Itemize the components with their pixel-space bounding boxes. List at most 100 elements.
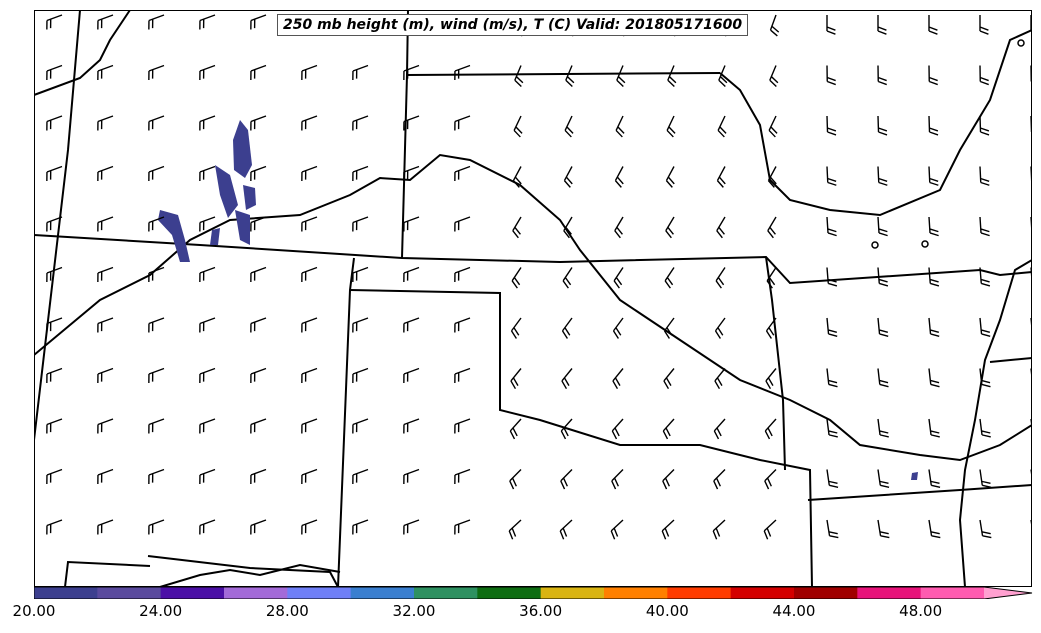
colorbar-segment	[604, 587, 668, 599]
wind-barb	[352, 266, 369, 282]
wind-barb	[826, 15, 836, 35]
wind-barb	[301, 216, 318, 232]
wind-barb	[403, 468, 420, 484]
wind-barb	[46, 266, 63, 282]
wind-barb	[826, 368, 838, 388]
wind-barb	[403, 165, 420, 181]
map-panel	[34, 10, 1032, 587]
wind-barb	[713, 418, 726, 440]
wind-barb	[614, 216, 624, 239]
wind-barb	[250, 165, 267, 181]
wind-barb	[301, 418, 318, 434]
wind-barb	[877, 469, 890, 488]
wind-barb	[564, 115, 574, 138]
wind-barb	[454, 418, 471, 434]
wind-barb	[301, 165, 318, 181]
wind-barb	[97, 519, 114, 535]
wind-barb	[764, 418, 777, 440]
wind-barb	[454, 519, 471, 535]
temperature-shading	[158, 120, 918, 480]
colorbar-segment	[857, 587, 922, 599]
wind-barb	[97, 367, 114, 383]
wind-barb	[199, 317, 216, 333]
wind-barb	[1030, 65, 1032, 83]
wind-barb	[714, 368, 726, 390]
wind-barb	[46, 418, 63, 434]
wind-barb	[199, 216, 216, 232]
wind-barb	[563, 216, 573, 239]
wind-barb	[979, 65, 989, 86]
wind-barb	[826, 418, 838, 438]
colorbar-segment	[794, 587, 858, 599]
wind-barb	[713, 469, 726, 490]
wind-barb	[510, 317, 522, 339]
wind-barb	[301, 468, 318, 484]
map-title: 250 mb height (m), wind (m/s), T (C) Val…	[277, 14, 749, 36]
wind-barb	[97, 64, 114, 80]
wind-barb	[718, 65, 728, 87]
wind-barb	[877, 368, 889, 388]
wind-barb	[148, 519, 165, 535]
wind-barb	[352, 216, 369, 232]
wind-barb	[46, 165, 63, 181]
wind-barb	[46, 367, 63, 383]
wind-barb	[877, 166, 888, 186]
wind-barb	[199, 519, 216, 535]
wind-barb	[513, 115, 523, 138]
wind-barb	[301, 317, 318, 333]
colorbar-segment	[34, 587, 98, 599]
colorbar-segment	[160, 587, 225, 599]
wind-barb	[928, 65, 938, 86]
wind-barb	[1030, 418, 1032, 433]
wind-barb	[199, 64, 216, 80]
wind-barb	[403, 519, 420, 535]
wind-barb	[613, 267, 624, 289]
wind-barb	[928, 267, 940, 287]
wind-barb	[561, 317, 573, 339]
wind-barb	[877, 418, 889, 438]
colorbar-segment	[414, 587, 478, 599]
wind-barb	[454, 165, 471, 181]
wind-barb	[301, 115, 318, 131]
wind-barb	[1030, 115, 1032, 133]
wind-barb	[403, 216, 420, 232]
wind-barb	[826, 65, 836, 86]
wind-barb	[765, 368, 777, 390]
wind-barb	[403, 266, 420, 282]
wind-barb	[250, 64, 267, 80]
wind-barb	[148, 317, 165, 333]
wind-barb	[46, 216, 63, 232]
wind-barb	[611, 418, 624, 440]
wind-barb	[826, 317, 838, 337]
wind-barb	[979, 15, 989, 35]
wind-barb	[826, 115, 837, 136]
wind-barb	[826, 469, 839, 488]
calm-wind-markers	[871, 39, 1025, 249]
wind-barb	[1030, 519, 1032, 531]
wind-barb	[352, 367, 369, 383]
wind-barb	[97, 266, 114, 282]
wind-barb	[97, 317, 114, 333]
wind-barb	[877, 216, 888, 237]
colorbar-tick-label: 32.00	[392, 602, 436, 620]
wind-barb	[612, 368, 624, 390]
wind-barb	[509, 469, 522, 490]
wind-barb	[714, 317, 726, 339]
wind-barb	[403, 418, 420, 434]
wind-barb	[826, 166, 837, 186]
wind-barb	[666, 115, 676, 138]
wind-barb	[928, 115, 939, 136]
colorbar-segment	[540, 587, 605, 599]
wind-barb	[148, 266, 165, 282]
wind-barb	[97, 115, 114, 131]
wind-barb	[352, 468, 369, 484]
wind-barb	[662, 418, 675, 440]
wind-barb	[454, 317, 471, 333]
wind-barb	[199, 266, 216, 282]
wind-barb	[1030, 317, 1032, 334]
wind-barb	[610, 519, 624, 540]
wind-barb	[561, 368, 573, 390]
wind-barb	[97, 468, 114, 484]
wind-barb	[662, 469, 675, 490]
wind-barb	[664, 267, 675, 289]
